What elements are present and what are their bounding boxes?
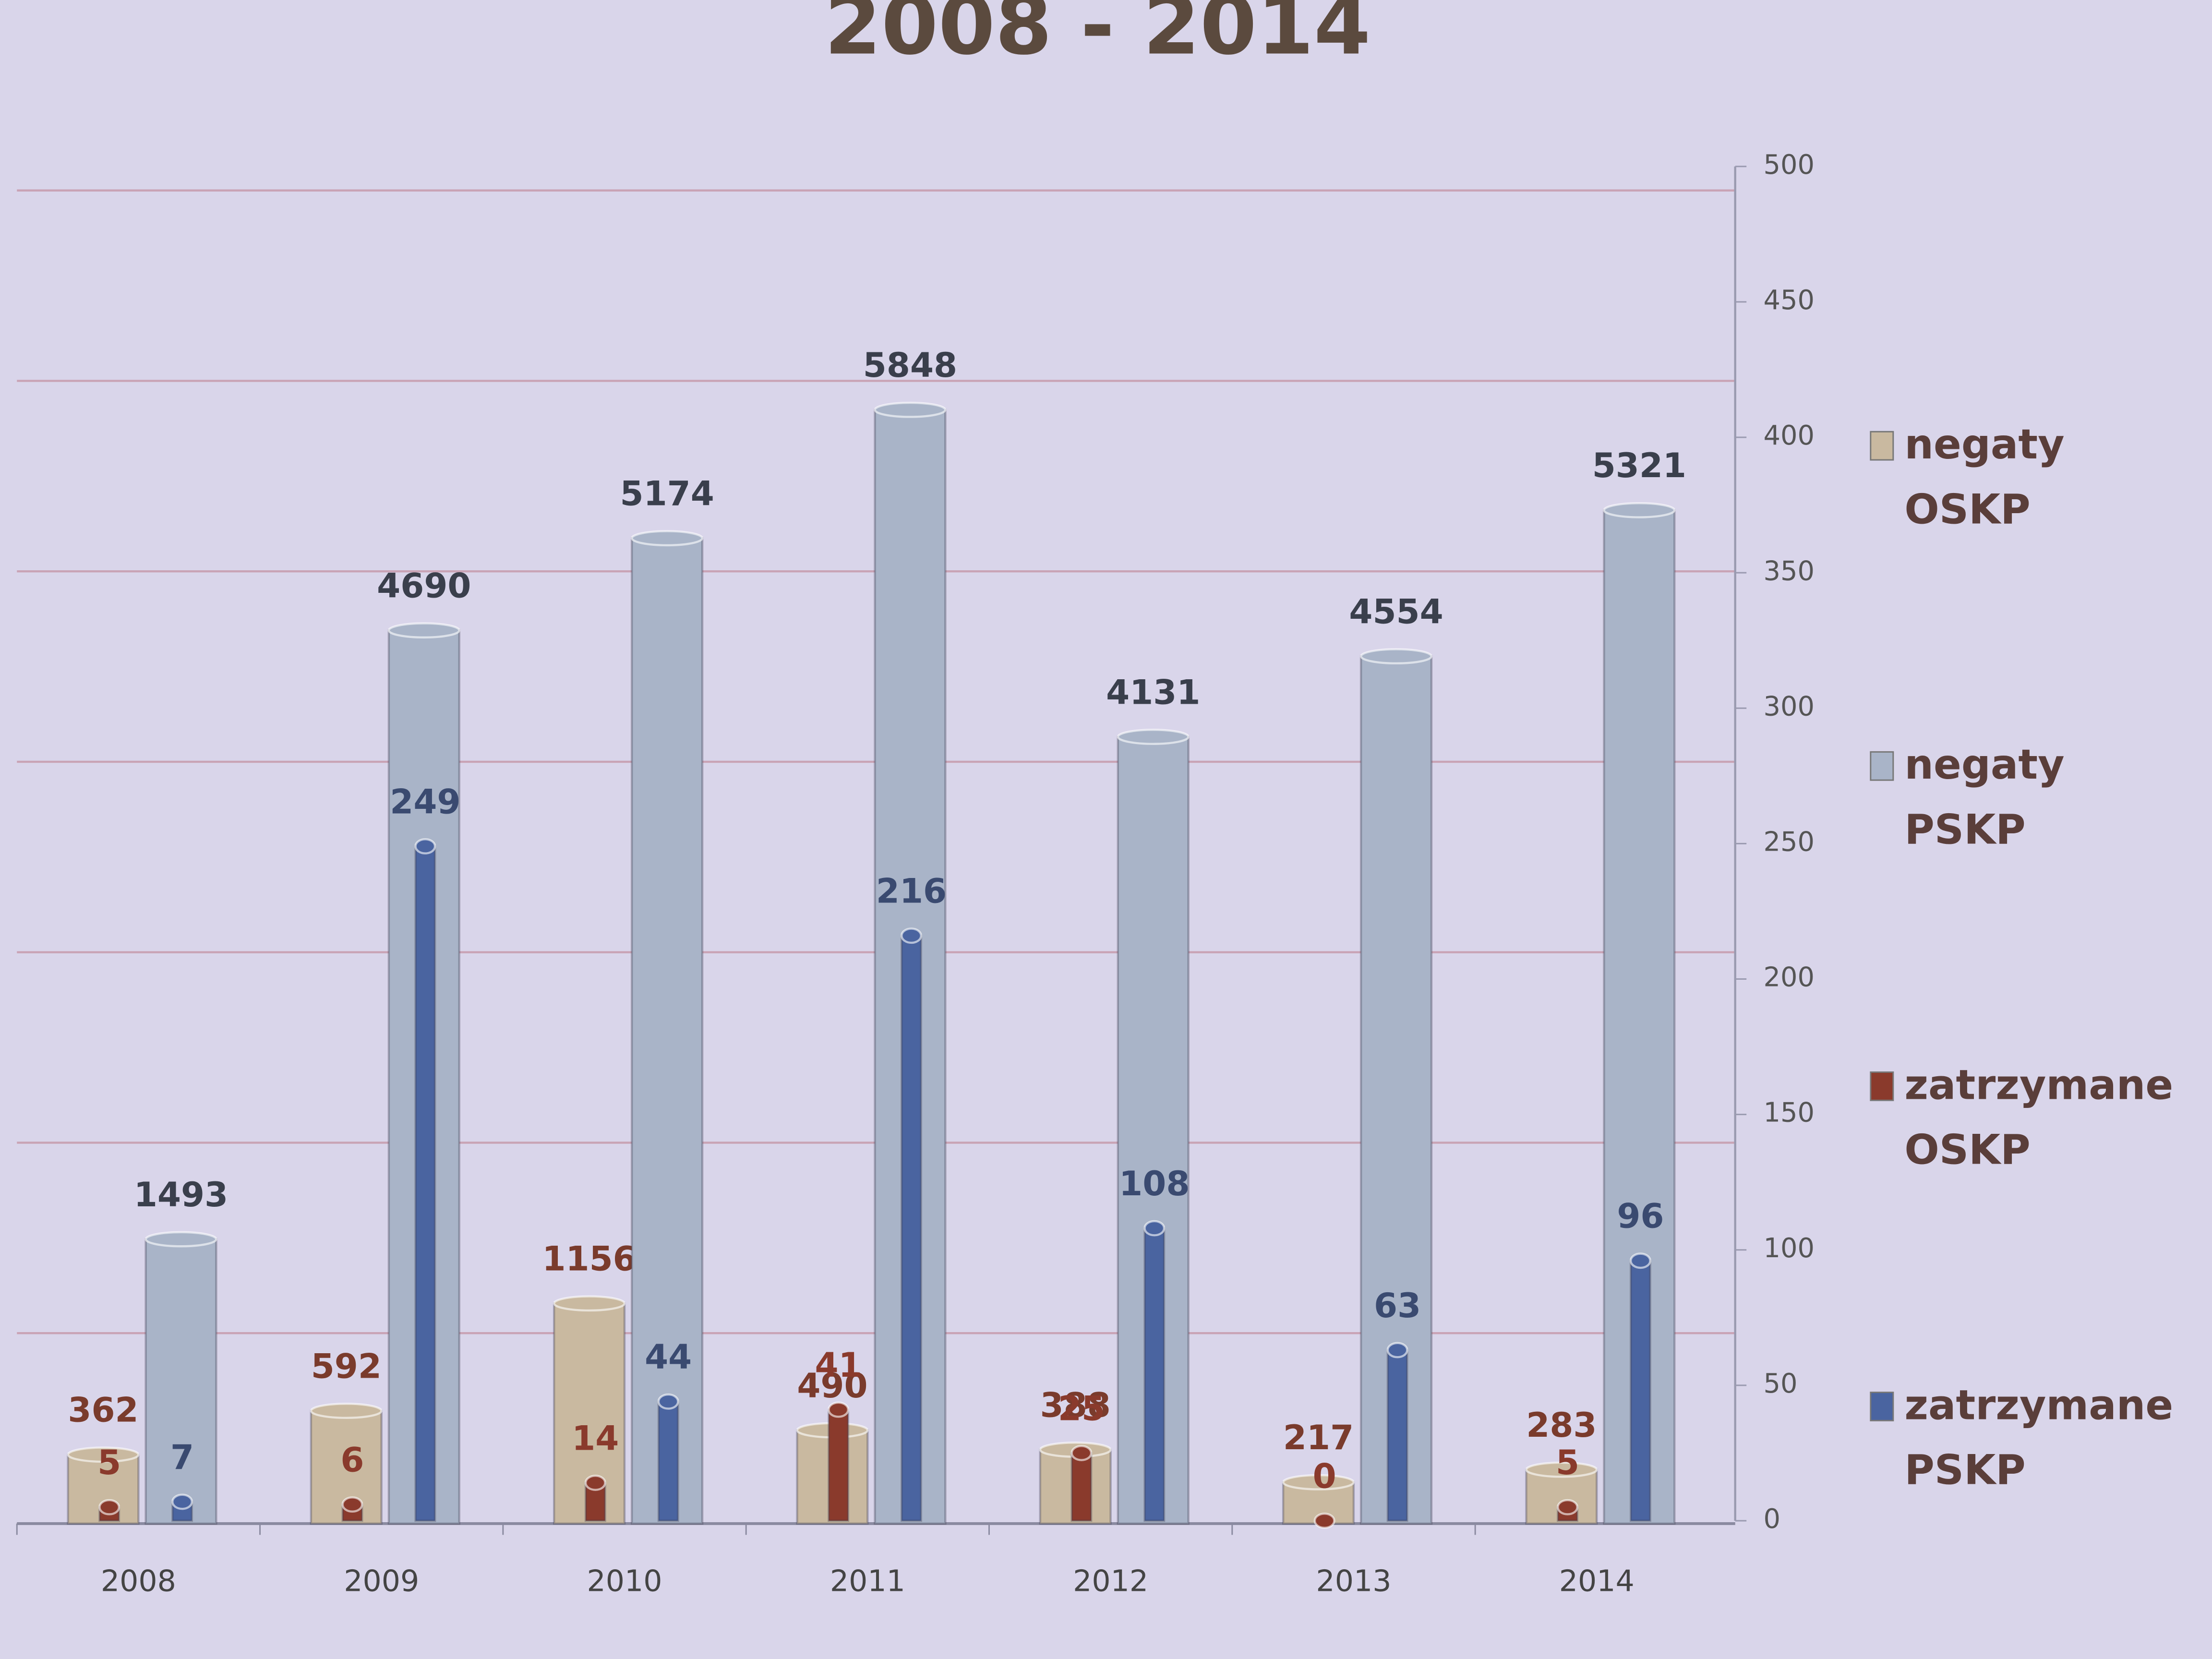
value-label: 4131 [1106, 673, 1200, 712]
y2-tick-label: 350 [1763, 555, 1815, 587]
legend-label: zatrzymane PSKP [1904, 1381, 2174, 1494]
value-label: 5 [97, 1443, 121, 1482]
legend-swatch [1870, 1392, 1894, 1421]
bar-cap [1386, 1342, 1408, 1358]
value-label: 7 [170, 1438, 194, 1477]
y2-tick-label: 450 [1763, 285, 1815, 316]
value-label: 25 [1058, 1389, 1105, 1428]
value-label: 5174 [620, 474, 714, 514]
x-tick-label: 2010 [587, 1563, 662, 1598]
legend-swatch [1870, 431, 1894, 461]
value-label: 41 [815, 1346, 862, 1385]
bar-cap [828, 1401, 850, 1418]
value-label: 283 [1526, 1406, 1597, 1445]
value-label: 1493 [134, 1175, 228, 1214]
bar-cap [1070, 1445, 1093, 1461]
value-label: 44 [645, 1337, 692, 1377]
bar-cap [67, 1446, 140, 1463]
legend-label: negaty OSKP [1904, 420, 2065, 533]
x-tick-label: 2012 [1073, 1563, 1148, 1598]
bar [1629, 1260, 1651, 1522]
bar-cap [901, 927, 922, 944]
x-tick-label: 2008 [101, 1563, 176, 1598]
value-label: 490 [797, 1366, 867, 1406]
bar-cap [553, 1295, 626, 1312]
value-label: 108 [1119, 1164, 1190, 1203]
value-label: 592 [311, 1346, 382, 1386]
y2-tick-label: 400 [1763, 420, 1815, 451]
bar-cap [1525, 1461, 1598, 1478]
legend-label: negaty PSKP [1904, 740, 2065, 854]
value-label: 388 [1040, 1385, 1111, 1425]
value-label: 217 [1283, 1418, 1354, 1457]
value-label: 5 [1556, 1443, 1579, 1482]
bar-cap [584, 1475, 606, 1491]
x-tick-label: 2011 [830, 1563, 905, 1598]
bar-cap [1313, 1513, 1335, 1529]
bar-cap [310, 1403, 383, 1419]
value-label: 0 [1313, 1456, 1336, 1496]
y2-tick-label: 100 [1763, 1233, 1815, 1264]
legend-swatch [1870, 751, 1894, 781]
x-tick-label: 2014 [1559, 1563, 1635, 1598]
x-tick-label: 2009 [344, 1563, 419, 1598]
bar-cap [414, 838, 436, 854]
value-label: 5848 [863, 346, 957, 385]
y2-tick-label: 50 [1763, 1368, 1797, 1399]
bar-cap [1359, 648, 1433, 665]
bar-cap [341, 1496, 363, 1513]
bar-cap [1629, 1252, 1651, 1269]
bar-cap [1117, 729, 1190, 745]
bar-cap [631, 530, 704, 547]
y2-tick-label: 150 [1763, 1097, 1815, 1129]
value-label: 362 [68, 1391, 138, 1430]
value-label: 4554 [1349, 592, 1443, 632]
bar [828, 1408, 850, 1522]
legend-swatch [1870, 1071, 1894, 1101]
y2-tick-label: 250 [1763, 827, 1815, 858]
bar [1070, 1452, 1093, 1522]
bar [1386, 1349, 1408, 1522]
y2-tick-label: 300 [1763, 691, 1815, 722]
bar [657, 1400, 679, 1522]
x-tick-label: 2013 [1316, 1563, 1391, 1598]
value-label: 63 [1374, 1286, 1421, 1325]
bar-cap [171, 1493, 193, 1510]
value-label: 6 [340, 1440, 364, 1479]
y2-tick-label: 0 [1763, 1503, 1780, 1535]
bar-cap [1282, 1474, 1355, 1491]
bar-cap [1143, 1220, 1166, 1237]
bar-cap [1603, 502, 1676, 518]
bar-cap [1557, 1499, 1578, 1515]
legend-entry: negaty OSKP [1904, 420, 2065, 533]
bar-cap [387, 622, 460, 639]
bar [414, 845, 436, 1522]
value-label: 4690 [377, 566, 471, 606]
value-label: 5321 [1592, 446, 1686, 485]
bar-cap [657, 1393, 679, 1410]
legend-entry: negaty PSKP [1904, 740, 2065, 854]
value-label: 216 [876, 872, 947, 911]
y2-tick-label: 200 [1763, 962, 1815, 993]
legend-entry: zatrzymane OSKP [1904, 1060, 2174, 1174]
bar-cap [144, 1231, 217, 1248]
legend-entry: zatrzymane PSKP [1904, 1381, 2174, 1494]
value-label: 1156 [542, 1239, 636, 1279]
value-label: 249 [390, 782, 460, 821]
bar-cap [874, 401, 947, 418]
bar [631, 537, 704, 1525]
chart-title: 2008 - 2014 [824, 0, 1370, 73]
y2-tick-label: 500 [1763, 149, 1815, 180]
value-label: 14 [572, 1419, 619, 1458]
bar-cap [98, 1499, 120, 1515]
bar [1143, 1227, 1166, 1522]
bar [144, 1238, 217, 1525]
value-label: 96 [1617, 1197, 1664, 1236]
legend-label: zatrzymane OSKP [1904, 1060, 2174, 1174]
bar [901, 935, 922, 1522]
